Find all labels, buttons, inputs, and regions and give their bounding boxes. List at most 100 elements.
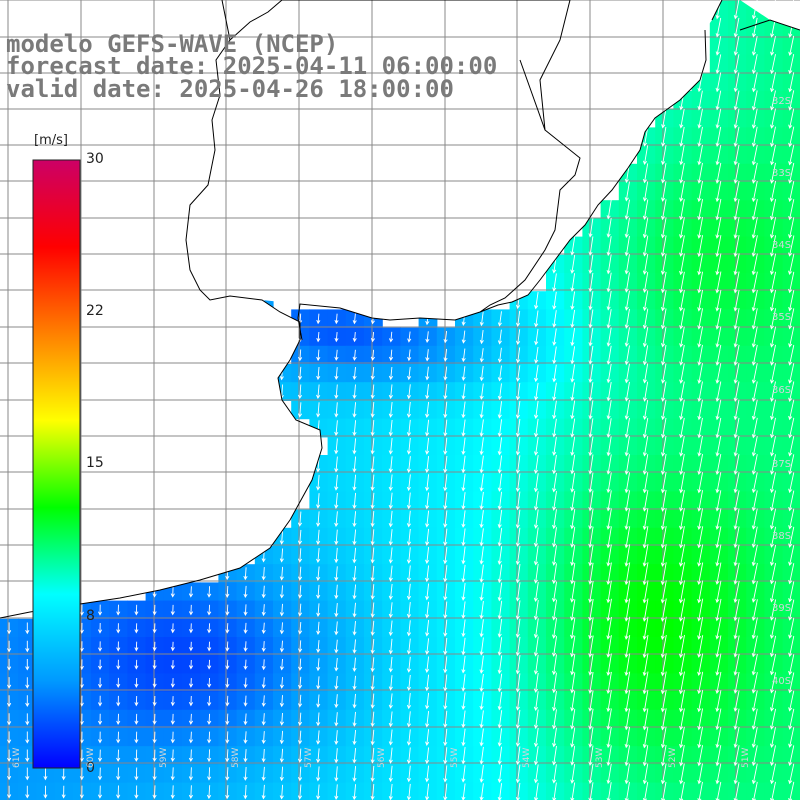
wind-arrow	[334, 676, 339, 690]
wind-arrow	[751, 727, 758, 749]
wind-arrow	[733, 435, 740, 457]
wind-arrow	[170, 749, 175, 763]
wind-arrow	[207, 749, 212, 763]
wind-arrow	[534, 310, 539, 328]
wind-arrow	[715, 526, 722, 549]
wind-arrow	[316, 384, 321, 400]
wind-arrow	[352, 602, 357, 618]
wind-arrow	[515, 709, 521, 729]
wind-arrow	[552, 364, 557, 383]
wind-arrow	[606, 272, 612, 293]
wind-arrow	[624, 181, 630, 202]
wind-arrow	[570, 382, 576, 402]
wind-arrow	[715, 435, 722, 457]
wind-arrow	[225, 567, 230, 581]
wind-arrow	[697, 490, 704, 512]
wind-arrow	[788, 108, 795, 129]
wind-arrow	[7, 640, 12, 653]
wind-arrow	[515, 419, 521, 438]
wind-arrow	[624, 763, 630, 785]
wind-arrow	[479, 437, 484, 456]
wind-arrow	[515, 347, 521, 364]
wind-arrow	[733, 763, 740, 785]
wind-arrow	[170, 785, 175, 799]
wind-arrow	[678, 616, 685, 640]
wind-arrow	[624, 671, 631, 695]
wind-arrow	[279, 766, 284, 782]
wind-arrow	[570, 236, 576, 256]
wind-arrow	[751, 108, 758, 129]
wind-arrow	[788, 35, 795, 57]
wind-arrow	[788, 745, 795, 767]
wind-arrow	[624, 345, 630, 366]
wind-arrow	[152, 767, 157, 781]
wind-arrow	[788, 162, 795, 184]
wind-arrow	[370, 747, 375, 764]
wind-arrow	[479, 619, 484, 638]
wind-arrow	[788, 545, 795, 567]
wind-arrow	[497, 419, 503, 438]
wind-arrow	[697, 508, 704, 531]
wind-arrow	[134, 641, 139, 652]
wind-arrow	[297, 585, 303, 599]
wind-arrow	[769, 180, 777, 203]
wind-arrow	[624, 436, 630, 457]
wind-arrow	[788, 126, 795, 148]
wind-arrow	[334, 402, 339, 418]
wind-arrow	[479, 673, 484, 692]
wind-arrow	[606, 671, 612, 695]
wind-arrow	[225, 659, 230, 670]
wind-arrow	[152, 604, 157, 616]
wind-arrow	[515, 473, 521, 493]
wind-arrow	[479, 510, 484, 529]
wind-arrow	[425, 747, 430, 765]
wind-arrow	[751, 454, 758, 475]
wind-arrow	[660, 580, 667, 604]
wind-arrow	[606, 199, 612, 220]
wind-arrow	[279, 658, 284, 671]
wind-arrow	[715, 454, 722, 476]
wind-arrow	[261, 622, 266, 635]
wind-arrow	[697, 363, 703, 384]
wind-arrow	[751, 217, 758, 239]
wind-arrow	[552, 727, 557, 748]
wind-arrow	[733, 399, 740, 421]
wind-arrow	[552, 745, 557, 766]
wind-arrow	[79, 677, 84, 689]
colorbar-tick-8: 8	[86, 608, 95, 624]
wind-arrow	[334, 313, 339, 325]
wind-arrow	[188, 586, 194, 598]
wind-arrow	[715, 763, 722, 785]
wind-arrow	[624, 454, 630, 475]
wind-arrow	[660, 526, 667, 549]
wind-arrow	[733, 126, 740, 148]
wind-arrow	[697, 289, 704, 312]
wind-arrow	[697, 562, 704, 586]
wind-arrow	[588, 291, 594, 311]
wind-arrow	[679, 363, 685, 384]
wind-arrow	[533, 672, 539, 693]
wind-arrow	[297, 784, 303, 800]
wind-arrow	[751, 326, 758, 348]
wind-arrow	[551, 654, 557, 676]
wind-arrow	[515, 455, 521, 474]
wind-arrow	[606, 708, 612, 731]
wind-arrow	[388, 656, 393, 673]
wind-arrow	[116, 677, 121, 689]
wind-arrow	[533, 491, 539, 511]
wind-arrow	[733, 90, 740, 111]
wind-arrow	[770, 381, 776, 403]
wind-arrow	[588, 327, 594, 347]
wind-arrow	[7, 713, 12, 726]
wind-arrow	[551, 563, 557, 585]
wind-arrow	[770, 763, 776, 785]
wind-arrow	[461, 383, 466, 400]
wind-arrow	[116, 731, 121, 744]
wind-arrow	[279, 695, 284, 708]
wind-arrow	[334, 639, 339, 654]
wind-arrow	[715, 745, 722, 767]
wind-arrow	[770, 417, 776, 439]
wind-arrow	[624, 199, 630, 220]
wind-arrow	[552, 418, 557, 438]
